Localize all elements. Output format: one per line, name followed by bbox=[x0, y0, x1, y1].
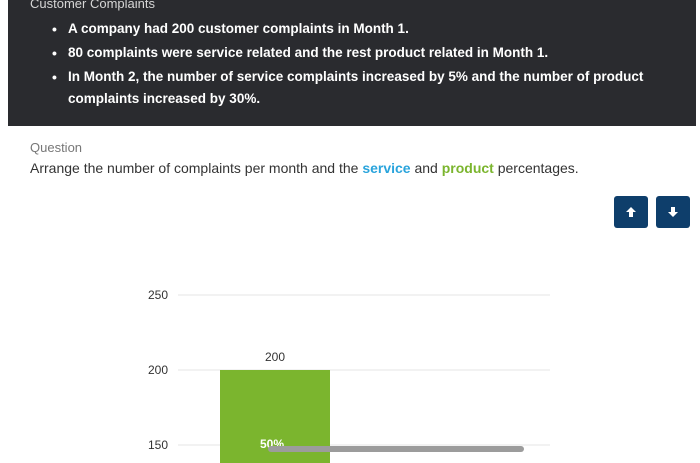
service-keyword: service bbox=[362, 160, 411, 176]
fact-item: A company had 200 customer complaints in… bbox=[52, 18, 692, 40]
move-down-button[interactable] bbox=[656, 196, 690, 228]
bar-value-label: 200 bbox=[265, 350, 285, 364]
question-text-part: and bbox=[414, 160, 438, 176]
facts-list: A company had 200 customer complaints in… bbox=[52, 18, 692, 112]
question-label: Question bbox=[30, 140, 83, 155]
y-tick-label: 200 bbox=[148, 363, 168, 377]
y-tick-label: 150 bbox=[148, 438, 168, 452]
arrow-up-icon bbox=[626, 207, 636, 217]
fact-item: In Month 2, the number of service compla… bbox=[52, 66, 692, 110]
home-indicator[interactable] bbox=[268, 446, 524, 452]
info-panel: Customer Complaints A company had 200 cu… bbox=[8, 0, 696, 126]
arrow-down-icon bbox=[668, 207, 678, 217]
question-text: Arrange the number of complaints per mon… bbox=[30, 160, 579, 176]
fact-item: 80 complaints were service related and t… bbox=[52, 42, 692, 64]
move-up-button[interactable] bbox=[614, 196, 648, 228]
question-text-part: percentages. bbox=[497, 160, 579, 176]
product-keyword: product bbox=[441, 160, 494, 176]
question-text-part: Arrange the number of complaints per mon… bbox=[30, 160, 359, 176]
y-tick-label: 250 bbox=[148, 288, 168, 302]
panel-title: Customer Complaints bbox=[30, 0, 155, 11]
